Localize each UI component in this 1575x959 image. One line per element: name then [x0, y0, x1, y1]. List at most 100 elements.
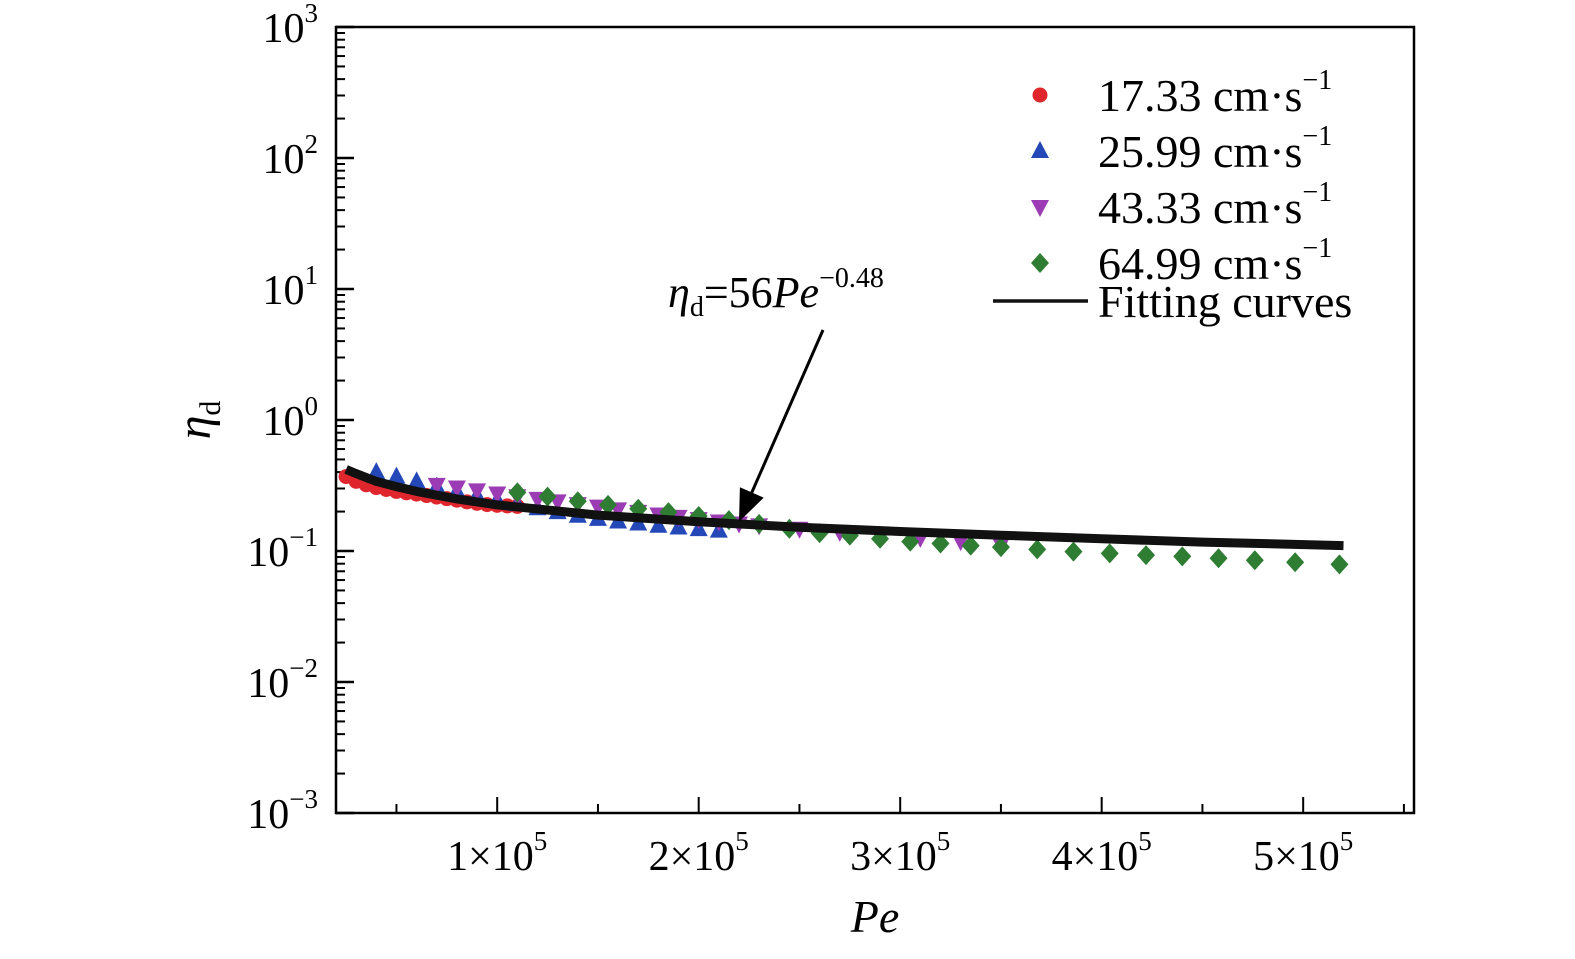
legend-label-exponent: −1 [1302, 177, 1332, 208]
legend-label-exponent: −1 [1302, 121, 1332, 152]
x-tick-exponent: 5 [1138, 826, 1152, 856]
legend-marker [1031, 253, 1049, 273]
y-tick-label: 101 [263, 260, 319, 314]
y-tick-label: 10−3 [247, 784, 318, 838]
legend-marker [1032, 87, 1048, 103]
annotation-exponent: −0.48 [819, 263, 884, 294]
y-tick-exponent: −1 [289, 522, 318, 552]
data-point [931, 533, 950, 554]
x-tick-label: 4×105 [1052, 826, 1152, 880]
y-tick-base: 10 [263, 399, 305, 445]
legend-label: Fitting curves [1098, 276, 1352, 327]
data-point [427, 477, 446, 495]
y-tick-exponent: 2 [305, 129, 319, 159]
legend-item: Fitting curves [993, 276, 1352, 327]
annotation-arrow-head [739, 487, 764, 522]
data-point [468, 483, 487, 501]
legend-label-exponent: −1 [1302, 233, 1332, 264]
data-point [488, 486, 507, 504]
data-point [407, 471, 426, 489]
legend-label-text: 43.33 cm·s [1098, 182, 1302, 233]
y-tick-exponent: 0 [305, 391, 319, 421]
x-tick-label: 1×105 [447, 826, 547, 880]
data-point [538, 486, 557, 507]
y-tick-base: 10 [247, 661, 289, 707]
data-point [568, 491, 587, 512]
y-tick-base: 10 [247, 792, 289, 838]
annotation-text: =56 [704, 268, 773, 317]
data-point [1100, 543, 1119, 564]
x-axis-label: Pe [850, 891, 900, 942]
y-tick-exponent: 1 [305, 260, 319, 290]
data-point [508, 482, 527, 503]
y-major-ticks [336, 25, 354, 815]
legend-item: 25.99 cm·s−1 [1031, 121, 1332, 177]
x-tick-label: 5×105 [1253, 826, 1353, 880]
data-point [1209, 548, 1228, 569]
legend-label-text: 64.99 cm·s [1098, 238, 1302, 289]
data-point [387, 466, 406, 484]
y-tick-label: 103 [263, 0, 319, 52]
legend-label-exponent: −1 [1302, 65, 1332, 96]
legend: 17.33 cm·s−125.99 cm·s−143.33 cm·s−164.9… [993, 65, 1352, 327]
fitting-curve [344, 465, 1344, 551]
fit-equation-annotation: ηd=56Pe−0.48 [668, 263, 884, 323]
y-tick-base: 10 [247, 530, 289, 576]
y-tick-exponent: −2 [289, 653, 318, 683]
x-tick-mantissa: 3×10 [850, 834, 937, 880]
x-tick-label: 3×105 [850, 826, 950, 880]
y-axis-label-symbol: η [168, 416, 221, 440]
x-tick-exponent: 5 [937, 826, 951, 856]
data-point [1173, 546, 1192, 567]
data-point [961, 535, 980, 556]
annotation-subscript: d [690, 292, 704, 323]
annotation-arrow-shaft [750, 329, 825, 494]
data-point [1245, 550, 1264, 571]
legend-label-text: 17.33 cm·s [1098, 70, 1302, 121]
legend-label: 43.33 cm·s−1 [1098, 177, 1332, 233]
data-point [1286, 552, 1305, 573]
y-tick-exponent: 3 [305, 0, 319, 28]
y-tick-base: 10 [263, 137, 305, 183]
data-point [991, 537, 1010, 558]
y-axis-label: ηd [168, 401, 227, 440]
annotation-symbol: η [668, 268, 690, 317]
legend-label-text: 25.99 cm·s [1098, 126, 1302, 177]
legend-item: 43.33 cm·s−1 [1031, 177, 1332, 233]
y-tick-label: 100 [263, 391, 319, 445]
series-3 [508, 482, 1349, 575]
x-axis-ticks [395, 797, 1405, 813]
x-tick-label: 2×105 [649, 826, 749, 880]
y-tick-label: 102 [263, 129, 319, 183]
legend-label: 17.33 cm·s−1 [1098, 65, 1332, 121]
annotation-italic: Pe [772, 268, 819, 317]
x-tick-exponent: 5 [735, 826, 749, 856]
x-tick-mantissa: 2×10 [649, 834, 736, 880]
x-tick-exponent: 5 [534, 826, 548, 856]
x-tick-labels: 1×105 2×105 3×105 4×105 5×105 [447, 826, 1353, 880]
x-tick-mantissa: 1×10 [447, 834, 534, 880]
y-tick-label: 10−1 [247, 522, 318, 576]
y-tick-base: 10 [263, 6, 305, 52]
legend-item: 17.33 cm·s−1 [1032, 65, 1332, 121]
legend-marker [1031, 200, 1049, 217]
data-point [1028, 539, 1047, 560]
data-point [1064, 541, 1083, 562]
y-tick-label: 10−2 [247, 653, 318, 707]
data-point [1330, 554, 1349, 575]
legend-marker [1031, 141, 1049, 158]
x-tick-exponent: 5 [1340, 826, 1354, 856]
legend-item: 64.99 cm·s−1 [1031, 233, 1332, 289]
legend-label: 64.99 cm·s−1 [1098, 233, 1332, 289]
data-point [447, 480, 466, 498]
x-tick-mantissa: 5×10 [1253, 834, 1340, 880]
y-minor-ticks [336, 31, 345, 775]
x-tick-mantissa: 4×10 [1052, 834, 1139, 880]
y-tick-exponent: −3 [289, 784, 318, 814]
data-point [599, 494, 618, 515]
data-point [901, 531, 920, 552]
legend-label: 25.99 cm·s−1 [1098, 121, 1332, 177]
series-layer [338, 462, 1349, 575]
